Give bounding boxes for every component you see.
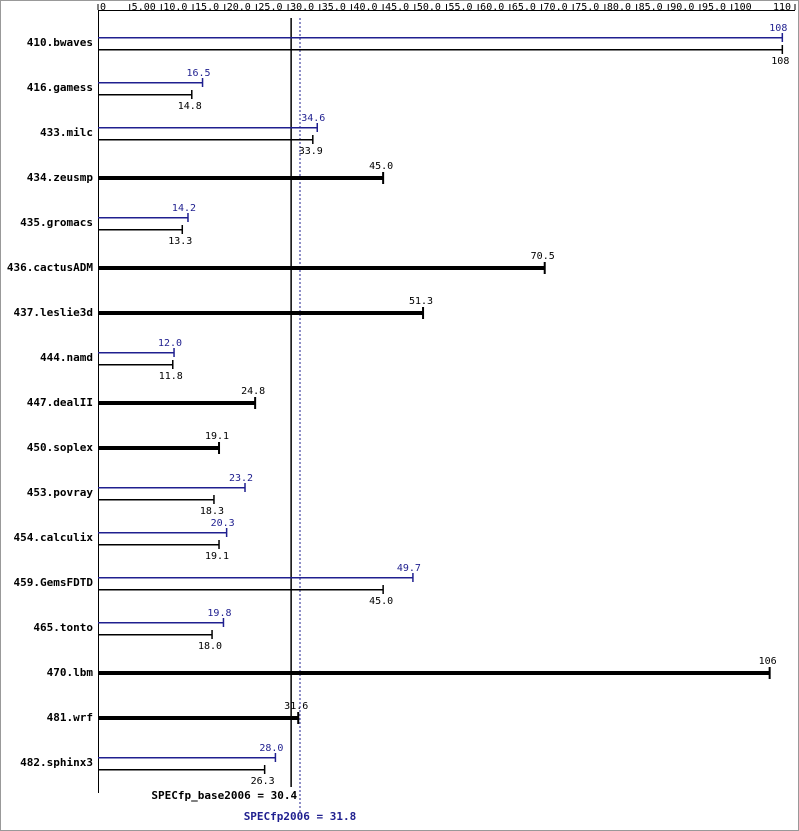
category-label: 459.GemsFDTD [14,576,94,589]
value-label: 45.0 [369,596,393,607]
reference-label: SPECfp_base2006 = 30.4 [151,789,297,802]
value-label: 13.3 [168,236,192,247]
category-label: 434.zeusmp [27,171,94,184]
x-tick-label: 95.0 [702,2,726,13]
bar [98,446,220,450]
category-label: 453.povray [27,486,94,499]
bar [98,716,299,720]
value-label: 20.3 [211,518,235,529]
value-label: 51.3 [409,296,433,307]
bar [98,757,276,759]
x-tick-label: 100 [734,2,752,13]
bar [98,622,224,624]
value-label: 19.8 [207,608,231,619]
value-label: 31.6 [284,701,308,712]
value-label: 106 [759,656,777,667]
value-label: 18.3 [200,506,224,517]
value-label: 16.5 [187,68,211,79]
bar [98,176,384,180]
bar [98,769,265,771]
bar [98,49,783,51]
value-label: 24.8 [241,386,265,397]
x-tick-label: 55.0 [449,2,473,13]
bar [98,266,545,270]
category-label: 481.wrf [47,711,93,724]
bar [98,139,313,141]
x-tick-label: 50.0 [417,2,441,13]
bar [98,532,227,534]
x-tick-label: 30.0 [290,2,314,13]
x-tick-label: 45.0 [385,2,409,13]
bar [98,544,220,546]
category-label: 436.cactusADM [7,261,93,274]
category-label: 433.milc [40,126,93,139]
value-label: 34.6 [301,113,325,124]
x-tick-label: 35.0 [322,2,346,13]
bar [98,352,175,354]
category-label: 416.gamess [27,81,93,94]
reference-label: SPECfp2006 = 31.8 [244,810,357,823]
category-label: 454.calculix [14,531,94,544]
value-label: 19.1 [205,431,229,442]
x-tick-label: 15.0 [195,2,219,13]
value-label: 33.9 [299,146,323,157]
bar [98,229,183,231]
value-label: 14.8 [178,101,202,112]
x-tick-label: 0 [100,2,106,13]
value-label: 18.0 [198,641,222,652]
category-label: 437.leslie3d [14,306,93,319]
value-label: 23.2 [229,473,253,484]
bar [98,634,213,636]
value-label: 11.8 [159,371,183,382]
value-label: 108 [771,56,789,67]
value-label: 49.7 [397,563,421,574]
bar [98,577,413,579]
category-label: 470.lbm [47,666,94,679]
bar [98,94,192,96]
x-tick-label: 25.0 [258,2,282,13]
bar [98,364,173,366]
bar [98,217,188,219]
value-label: 70.5 [531,251,555,262]
category-label: 450.soplex [27,441,94,454]
bar [98,311,424,315]
value-label: 108 [769,23,787,34]
value-label: 45.0 [369,161,393,172]
value-label: 12.0 [158,338,182,349]
x-tick-label: 10.0 [163,2,187,13]
category-label: 447.dealII [27,396,93,409]
category-label: 482.sphinx3 [20,756,93,769]
x-tick-label: 5.00 [132,2,156,13]
bar [98,82,203,84]
bar [98,37,783,39]
x-tick-label: 65.0 [512,2,536,13]
category-label: 465.tonto [33,621,93,634]
x-tick-label: 60.0 [480,2,504,13]
value-label: 14.2 [172,203,196,214]
bar [98,401,256,405]
bar [98,127,318,129]
value-label: 28.0 [259,743,283,754]
bar [98,499,214,501]
value-label: 19.1 [205,551,229,562]
x-tick-label: 75.0 [575,2,599,13]
x-tick-label: 85.0 [639,2,663,13]
x-tick-label: 110 [773,2,791,13]
category-label: 444.namd [40,351,93,364]
x-tick-label: 70.0 [544,2,568,13]
value-label: 26.3 [251,776,275,787]
x-tick-label: 40.0 [353,2,377,13]
bar [98,671,770,675]
x-tick-label: 90.0 [670,2,694,13]
x-tick-label: 80.0 [607,2,631,13]
category-label: 410.bwaves [27,36,93,49]
category-label: 435.gromacs [20,216,93,229]
bar [98,487,246,489]
x-tick-label: 20.0 [227,2,251,13]
bar [98,589,384,591]
